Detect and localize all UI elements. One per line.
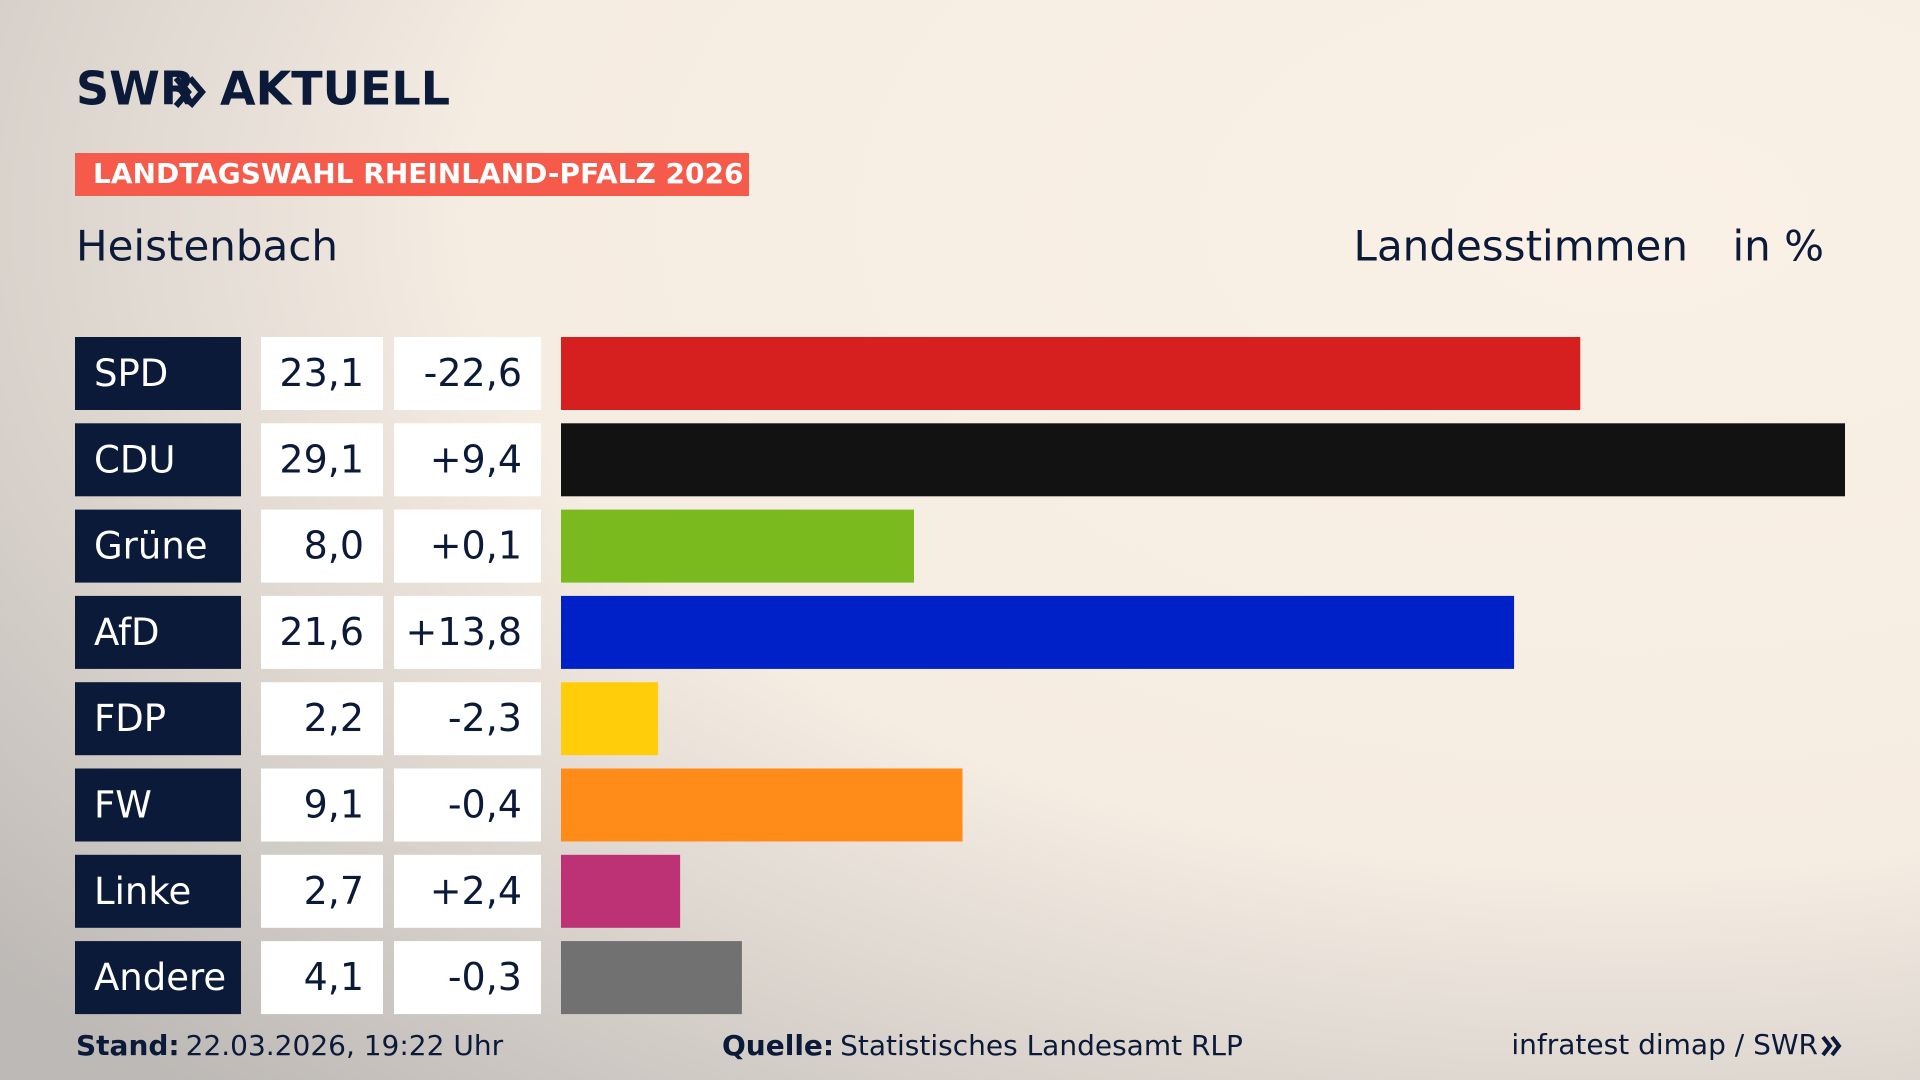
party-label: Andere [94,956,226,999]
value-label: 2,7 [304,869,364,913]
change-box [394,768,541,842]
change-label: -22,6 [424,351,522,395]
bar [561,682,659,756]
value-box [261,509,383,583]
party-label: FDP [94,697,166,740]
bar [561,854,681,928]
bar [561,509,914,583]
value-box [261,682,383,756]
change-label: -0,3 [448,955,522,999]
bar [561,423,1845,497]
value-label: 21,6 [279,610,364,654]
value-box [261,941,383,1015]
chart-title: LANDTAGSWAHL RHEINLAND-PFALZ 2026 [93,157,743,190]
value-label: 9,1 [304,783,364,827]
value-label: 2,2 [304,696,364,740]
bar [561,595,1515,669]
party-label: FW [94,784,152,827]
change-box [394,595,541,669]
value-box [261,595,383,669]
value-box [261,768,383,842]
party-box [75,768,241,842]
change-label: +9,4 [430,437,522,481]
date: 22.03.2026, 19:22 Uhr [186,1029,504,1062]
change-label: +2,4 [430,869,522,913]
subtitle: Heistenbach [76,222,338,271]
credit: infratest dimap / SWR [1511,1028,1818,1061]
change-box [394,509,541,583]
title-banner [75,153,749,196]
party-label: CDU [94,438,175,481]
bar [561,337,1581,410]
value-label: 4,1 [304,955,364,999]
party-box [75,423,241,497]
party-label: AfD [94,611,160,654]
measure: Landesstimmen [1354,222,1688,271]
bar [561,768,963,842]
credit-chevrons [1821,1035,1842,1057]
bar [561,941,742,1015]
source: Statistisches Landesamt RLP [840,1029,1243,1062]
party-box [75,509,241,583]
footer-source: Quelle: Statistisches Landesamt RLP [722,1029,1243,1062]
logo: SWR [76,62,195,116]
change-box [394,682,541,756]
change-label: -0,4 [448,783,522,827]
party-label: Grüne [94,525,208,568]
footer-date: Stand: 22.03.2026, 19:22 Uhr [76,1029,504,1062]
source-label: Quelle: [722,1029,834,1062]
logo-chevrons [173,76,206,108]
change-box [394,423,541,497]
date-label: Stand: [76,1029,180,1062]
party-label: Linke [94,870,191,913]
party-box [75,941,241,1015]
product: AKTUELL [220,62,450,116]
change-label: +13,8 [406,610,522,654]
value-label: 8,0 [304,524,364,568]
value-label: 29,1 [279,437,364,481]
value-label: 23,1 [279,351,364,395]
party-box [75,682,241,756]
change-box [394,337,541,410]
party-box [75,854,241,928]
party-label: SPD [94,352,168,395]
change-box [394,854,541,928]
change-box [394,941,541,1015]
party-box [75,337,241,410]
unit: in % [1732,222,1824,271]
change-label: +0,1 [430,524,522,568]
change-label: -2,3 [448,696,522,740]
value-box [261,337,383,410]
value-box [261,854,383,928]
value-box [261,423,383,497]
party-box [75,595,241,669]
